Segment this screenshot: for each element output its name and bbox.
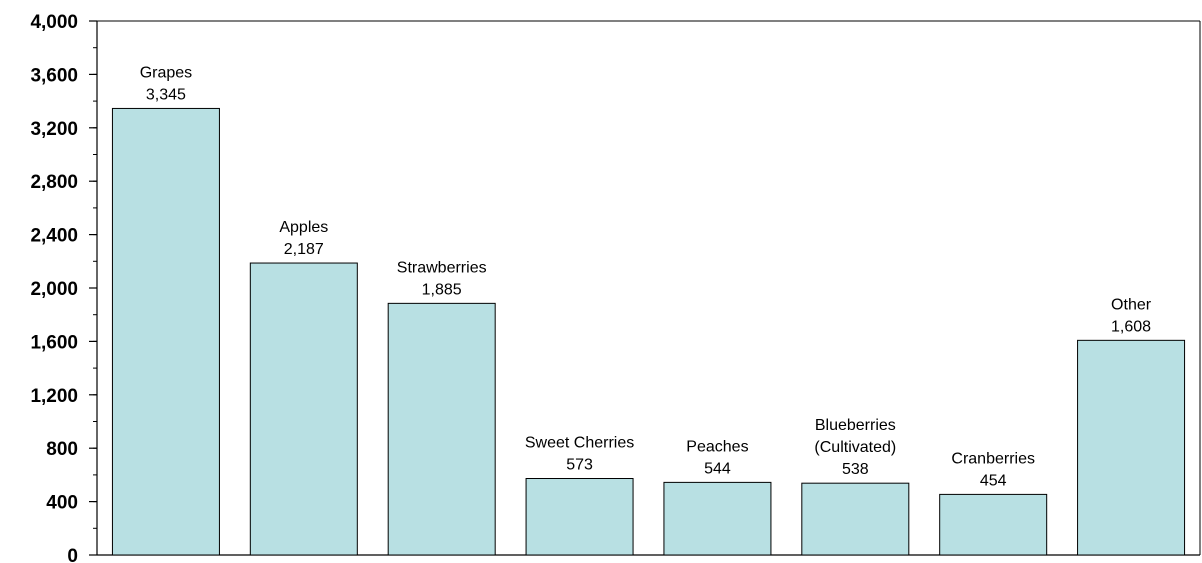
bar bbox=[525, 478, 634, 556]
bar-category-label: Grapes bbox=[140, 64, 192, 81]
bar bbox=[111, 107, 220, 556]
y-tick-label: 4,000 bbox=[30, 12, 78, 33]
bar-value-label: 454 bbox=[980, 472, 1007, 489]
bar-value-label: 3,345 bbox=[146, 86, 186, 103]
bar-category-label: Cranberries bbox=[951, 450, 1035, 467]
bar-category-label: Other bbox=[1111, 296, 1152, 313]
bar-category-label: (Cultivated) bbox=[814, 439, 896, 456]
bar-category-label: Blueberries bbox=[815, 417, 896, 434]
y-tick-label: 800 bbox=[46, 439, 78, 460]
bar-category-label: Peaches bbox=[686, 438, 748, 455]
y-tick-label: 0 bbox=[67, 546, 78, 563]
bar-category-label: Sweet Cherries bbox=[525, 435, 634, 452]
y-tick-label: 1,600 bbox=[30, 332, 78, 353]
bar bbox=[663, 481, 772, 556]
y-tick-label: 2,000 bbox=[30, 279, 78, 300]
bar-value-label: 1,608 bbox=[1111, 318, 1151, 335]
bar bbox=[939, 493, 1048, 556]
bar-value-label: 2,187 bbox=[284, 241, 324, 258]
y-tick-label: 1,200 bbox=[30, 386, 78, 407]
bar-category-label: Apples bbox=[279, 219, 328, 236]
y-tick-label: 2,800 bbox=[30, 172, 78, 193]
bar bbox=[387, 302, 496, 556]
bar bbox=[801, 482, 910, 556]
bar-value-label: 538 bbox=[842, 461, 869, 478]
bar-value-label: 544 bbox=[704, 460, 731, 477]
bar bbox=[1077, 339, 1186, 556]
y-tick-label: 3,600 bbox=[30, 65, 78, 86]
y-tick-label: 3,200 bbox=[30, 119, 78, 140]
bar-value-label: 573 bbox=[566, 457, 593, 474]
bar bbox=[249, 262, 358, 556]
bar-category-label: Strawberries bbox=[397, 259, 487, 276]
y-tick-label: 2,400 bbox=[30, 226, 78, 247]
y-tick-label: 400 bbox=[46, 493, 78, 514]
bar-value-label: 1,885 bbox=[422, 281, 462, 298]
